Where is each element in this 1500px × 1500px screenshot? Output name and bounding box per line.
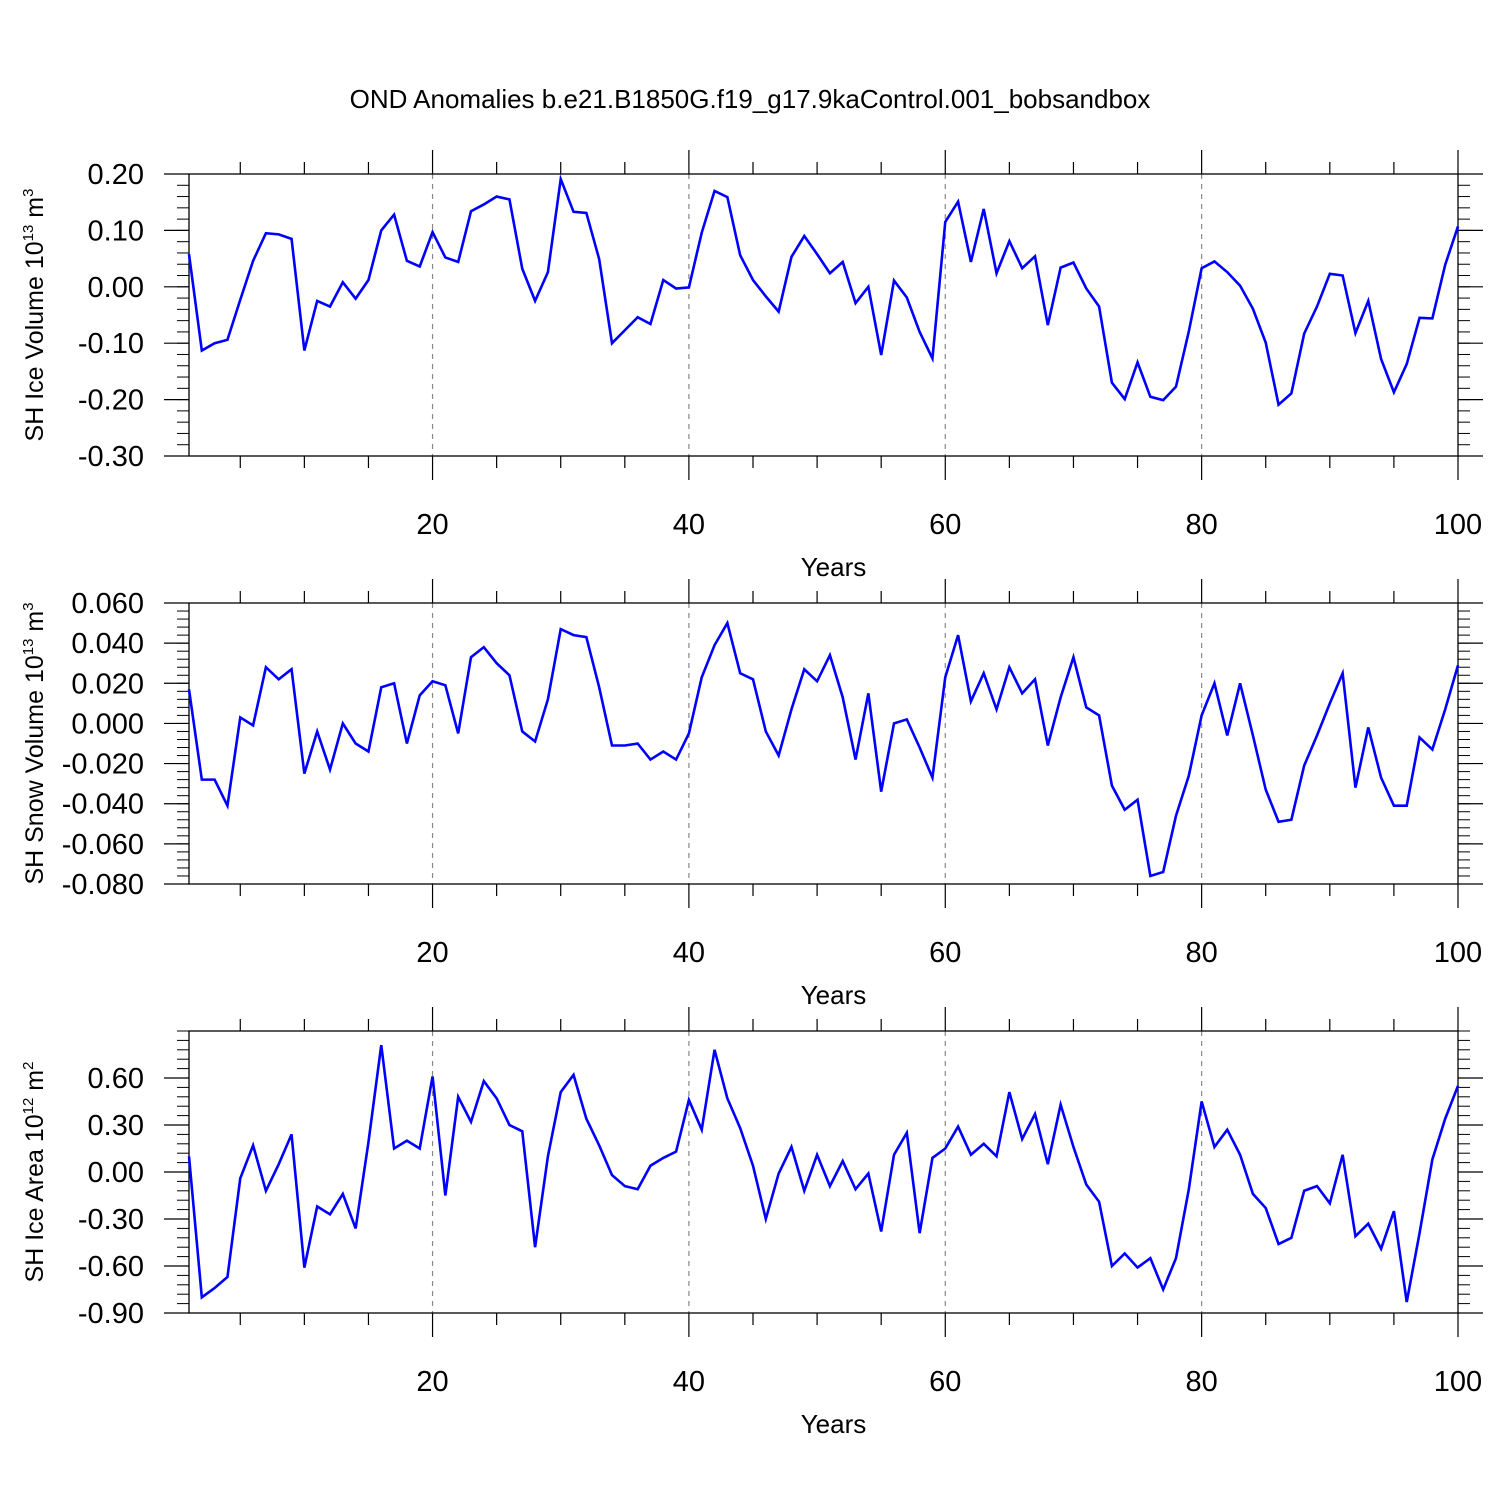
y-axis-label-unit: m <box>21 611 49 639</box>
y-axis-label-unit-exponent: 3 <box>20 189 37 197</box>
y-axis-label-unit-exponent: 2 <box>20 1062 37 1070</box>
x-tick-label: 80 <box>1186 1366 1218 1398</box>
series-line <box>187 173 1460 408</box>
y-tick-label: -0.30 <box>78 441 144 473</box>
x-tick-label: 60 <box>929 937 961 969</box>
y-tick-label: 0.20 <box>88 159 144 191</box>
y-tick-label: -0.20 <box>78 385 144 417</box>
x-tick-label: 60 <box>929 509 961 541</box>
y-tick-label: 0.040 <box>71 628 144 660</box>
y-tick-label: -0.60 <box>78 1251 144 1283</box>
x-tick-label: 80 <box>1186 509 1218 541</box>
y-axis-label-unit: m <box>21 1070 49 1098</box>
x-tick-label: 20 <box>416 1366 448 1398</box>
y-axis-label: SH Snow Volume 1013 m3 <box>20 602 49 884</box>
x-tick-label: 100 <box>1434 1366 1482 1398</box>
panel-1: 0.20 0.10 0.00 -0.10 -0.20 -0.30 20 40 60 80 100 Ye… <box>20 150 1483 582</box>
x-tick-label: 40 <box>673 509 705 541</box>
y-axis-label-text: SH Ice Volume 10 <box>21 241 49 441</box>
x-axis-label: Years <box>801 1409 867 1439</box>
y-tick-label: -0.10 <box>78 328 144 360</box>
x-tick-label: 20 <box>416 509 448 541</box>
plot-frame <box>188 173 1459 457</box>
x-tick-label: 40 <box>673 1366 705 1398</box>
x-tick-label: 40 <box>673 937 705 969</box>
y-tick-label: 0.00 <box>88 272 144 304</box>
y-axis-label-text: SH Snow Volume 10 <box>21 655 49 884</box>
series-line <box>187 619 1460 878</box>
panel-3: 0.60 0.30 0.00 -0.30 -0.60 -0.90 20 40 60 80 100 Ye… <box>20 1007 1483 1439</box>
y-tick-label: 0.000 <box>71 708 144 740</box>
y-tick-label: 0.00 <box>88 1157 144 1189</box>
y-tick-label: 0.060 <box>71 588 144 620</box>
y-tick-label: 0.020 <box>71 668 144 700</box>
y-tick-label: 0.60 <box>88 1063 144 1095</box>
y-axis-label-unit: m <box>21 197 49 225</box>
y-axis-label-exponent: 12 <box>20 1098 37 1115</box>
y-tick-label: -0.90 <box>78 1298 144 1330</box>
x-tick-label: 80 <box>1186 937 1218 969</box>
y-axis-label-exponent: 13 <box>20 639 37 656</box>
y-axis-label: SH Ice Area 1012 m2 <box>20 1062 49 1283</box>
x-axis-label: Years <box>801 552 867 582</box>
series-line <box>187 1044 1460 1303</box>
y-axis-label-exponent: 13 <box>20 225 37 242</box>
x-tick-label: 60 <box>929 1366 961 1398</box>
plot-frame <box>188 602 1459 885</box>
panel-2: 0.060 0.040 0.020 0.000 -0.020 -0.040 -0.060 -0… <box>20 579 1483 1010</box>
y-axis-label-text: SH Ice Area 10 <box>21 1114 49 1282</box>
y-tick-label: -0.060 <box>62 829 144 861</box>
y-tick-label: -0.30 <box>78 1204 144 1236</box>
y-axis-label: SH Ice Volume 1013 m3 <box>20 189 49 442</box>
page-title: OND Anomalies b.e21.B1850G.f19_g17.9kaCo… <box>349 84 1151 114</box>
x-axis-label: Years <box>801 980 867 1010</box>
y-axis-label-unit-exponent: 3 <box>20 602 37 610</box>
y-tick-label: -0.040 <box>62 789 144 821</box>
x-tick-label: 20 <box>416 937 448 969</box>
x-tick-label: 100 <box>1434 937 1482 969</box>
y-tick-label: -0.020 <box>62 749 144 781</box>
y-tick-label: 0.30 <box>88 1110 144 1142</box>
y-tick-label: -0.080 <box>62 869 144 901</box>
x-tick-label: 100 <box>1434 509 1482 541</box>
y-tick-label: 0.10 <box>88 215 144 247</box>
